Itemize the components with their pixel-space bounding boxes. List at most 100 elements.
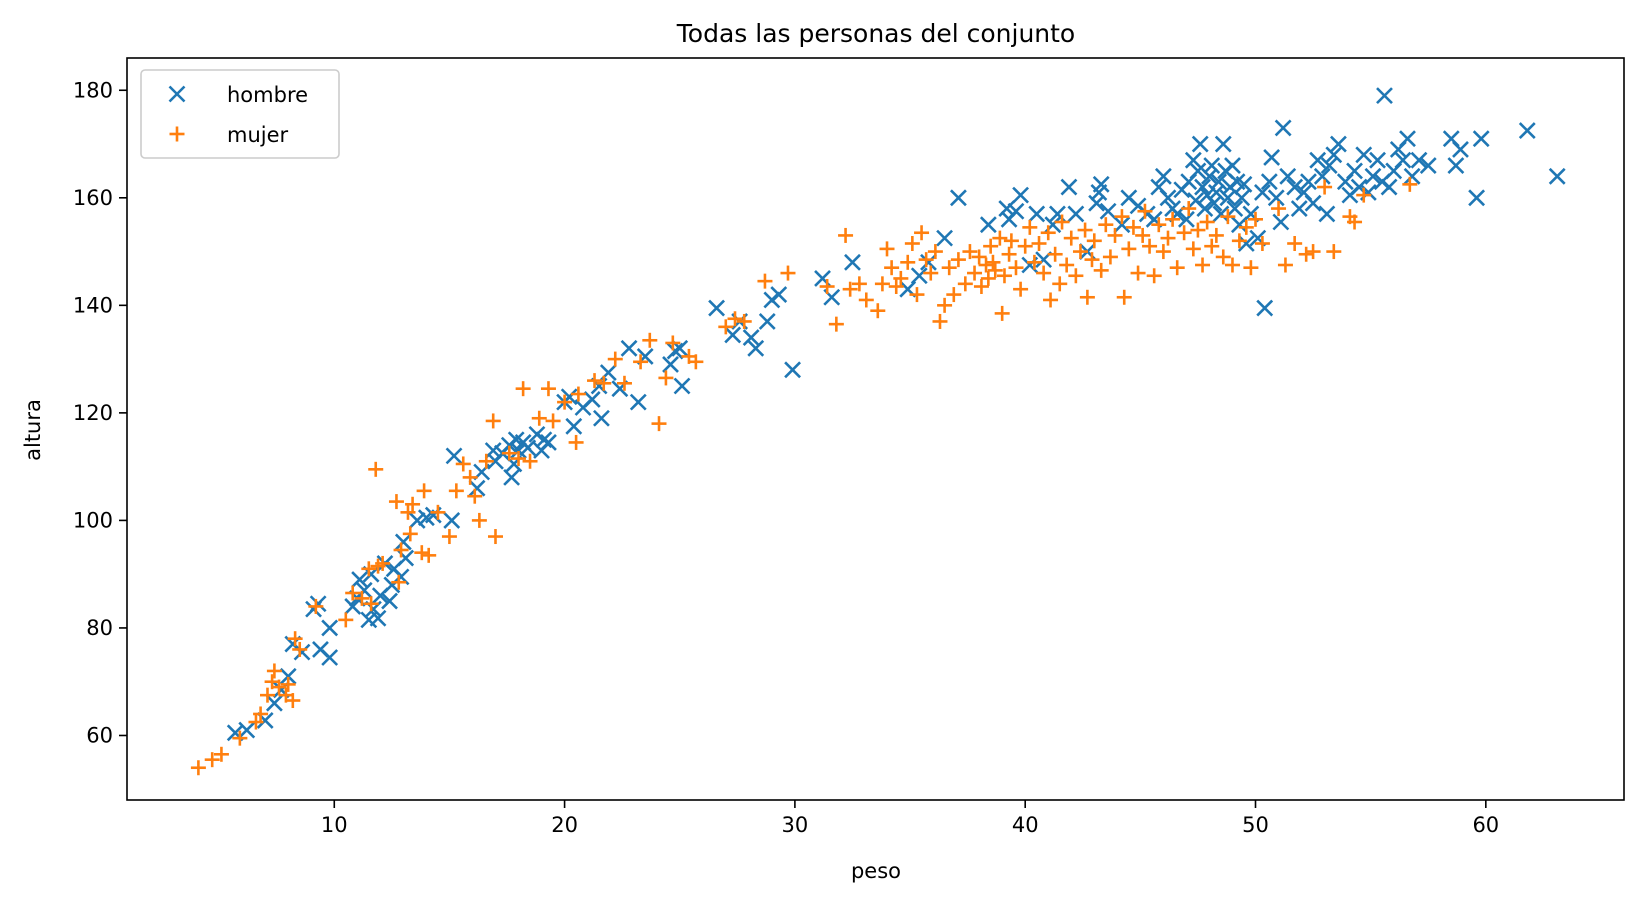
data-point xyxy=(1043,292,1059,308)
data-point xyxy=(1194,178,1211,196)
data-point xyxy=(979,216,997,234)
data-point xyxy=(1031,236,1047,251)
data-point xyxy=(918,252,934,268)
data-point xyxy=(1040,225,1056,241)
data-point xyxy=(1447,157,1465,174)
data-point xyxy=(1077,222,1093,238)
y-tick-label: 100 xyxy=(73,508,113,532)
data-point xyxy=(1052,276,1068,292)
data-point xyxy=(321,649,339,666)
data-point xyxy=(1084,252,1100,268)
data-point xyxy=(455,456,471,472)
data-point xyxy=(1243,260,1259,276)
data-point xyxy=(1195,257,1211,273)
data-point xyxy=(1196,200,1214,217)
data-point xyxy=(405,496,421,512)
data-point xyxy=(1008,260,1024,276)
data-point xyxy=(354,590,370,606)
data-point xyxy=(1099,202,1117,220)
data-point xyxy=(1305,244,1321,260)
data-point xyxy=(596,375,612,391)
data-point xyxy=(1220,209,1236,225)
data-point xyxy=(1298,246,1314,262)
data-point xyxy=(393,542,409,558)
data-point xyxy=(971,249,987,265)
data-point xyxy=(870,303,886,319)
data-point xyxy=(1208,227,1224,243)
data-point xyxy=(510,442,527,459)
data-point xyxy=(642,332,658,348)
data-point xyxy=(519,439,537,457)
data-point xyxy=(1256,299,1274,317)
data-point xyxy=(658,370,674,386)
data-point xyxy=(259,687,275,703)
legend-marker-plus xyxy=(169,126,185,142)
data-point xyxy=(1086,233,1102,249)
x-axis: 10 20 30 40 50 60 xyxy=(321,800,1499,837)
data-point xyxy=(545,413,561,429)
data-point xyxy=(932,313,948,329)
data-point xyxy=(1253,184,1271,201)
data-point xyxy=(1155,244,1171,260)
data-point xyxy=(292,641,308,657)
data-point xyxy=(1191,135,1209,153)
legend-marker-mujer xyxy=(169,126,185,142)
data-point xyxy=(248,714,264,730)
data-point xyxy=(1160,230,1176,246)
data-point xyxy=(1026,254,1042,270)
y-tick-label: 140 xyxy=(73,293,113,317)
data-point xyxy=(355,581,373,599)
y-tick-label: 160 xyxy=(73,186,113,210)
data-point xyxy=(1068,268,1084,284)
data-point xyxy=(1054,214,1070,230)
data-point xyxy=(471,512,487,528)
data-point xyxy=(980,270,996,286)
data-point xyxy=(414,545,430,561)
data-point xyxy=(265,694,283,712)
data-point xyxy=(758,313,776,330)
data-point xyxy=(666,342,684,360)
data-point xyxy=(511,451,527,467)
data-point xyxy=(1290,200,1308,217)
data-point xyxy=(950,252,966,268)
data-point xyxy=(1012,186,1030,204)
data-point xyxy=(784,361,802,379)
data-point xyxy=(1184,151,1202,169)
data-point xyxy=(1159,189,1177,207)
data-point xyxy=(238,721,256,739)
data-point xyxy=(1472,130,1490,148)
data-point xyxy=(1169,260,1185,276)
data-point xyxy=(1399,130,1416,148)
y-tick-label: 60 xyxy=(86,723,113,747)
data-point xyxy=(1199,214,1215,230)
data-point xyxy=(1212,205,1230,223)
data-point xyxy=(1419,157,1437,174)
data-point xyxy=(1394,151,1412,169)
data-point xyxy=(607,351,623,367)
data-point xyxy=(727,311,743,327)
data-point xyxy=(1113,216,1131,234)
data-point xyxy=(736,313,752,329)
data-point xyxy=(914,225,930,241)
data-point xyxy=(996,268,1012,284)
data-point xyxy=(1017,238,1033,254)
x-tick-label: 10 xyxy=(321,813,348,837)
data-point xyxy=(515,381,531,397)
y-tick-label: 120 xyxy=(73,401,113,425)
chart-title: Todas las personas del conjunto xyxy=(676,19,1075,48)
data-point xyxy=(375,555,391,571)
data-point xyxy=(1142,238,1158,254)
data-point xyxy=(204,752,220,768)
data-point xyxy=(874,276,890,292)
data-point xyxy=(1272,213,1290,231)
data-point xyxy=(1279,167,1297,185)
data-point xyxy=(190,760,206,776)
data-point xyxy=(1320,157,1338,174)
data-point xyxy=(1022,219,1038,235)
legend-marker-hombre xyxy=(168,85,186,103)
data-point xyxy=(858,292,874,308)
data-point xyxy=(361,561,377,577)
data-point xyxy=(1402,176,1418,192)
data-point xyxy=(287,631,303,647)
data-point xyxy=(973,279,989,295)
